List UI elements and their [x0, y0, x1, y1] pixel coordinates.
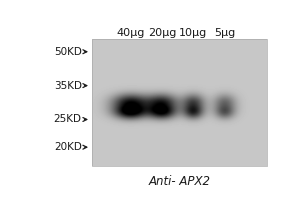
- Text: Anti- APX2: Anti- APX2: [148, 175, 210, 188]
- Text: 10μg: 10μg: [179, 28, 207, 38]
- Text: 20KD: 20KD: [54, 142, 82, 152]
- Text: 5μg: 5μg: [214, 28, 235, 38]
- Bar: [92, 39, 266, 166]
- Text: 50KD: 50KD: [54, 47, 82, 57]
- Text: 25KD: 25KD: [54, 114, 82, 124]
- Text: 20μg: 20μg: [148, 28, 176, 38]
- Text: 40μg: 40μg: [116, 28, 145, 38]
- Text: 35KD: 35KD: [54, 81, 82, 91]
